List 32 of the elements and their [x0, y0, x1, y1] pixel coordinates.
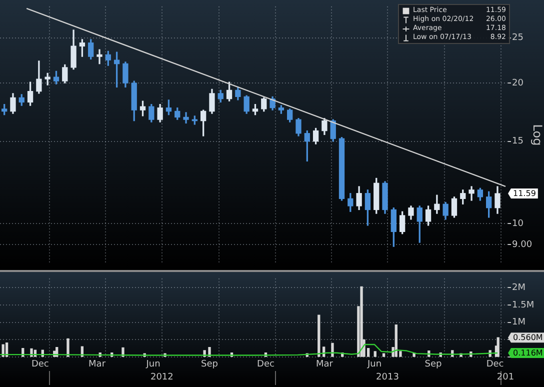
x-tick-label: Dec [486, 360, 504, 370]
x-tick-label: Sep [424, 360, 442, 370]
annotation: 0.560M [513, 333, 543, 342]
x-tick-label: Jun [145, 360, 160, 370]
y-tick-label: 1M [512, 318, 526, 328]
y-tick-label: 2M [512, 283, 526, 294]
y-tick-label: 10 [512, 218, 524, 229]
bar [122, 347, 124, 357]
bar [66, 338, 70, 357]
x2-tick-label: 2013 [376, 372, 399, 383]
bar [2, 344, 4, 357]
x-tick-label: Dec [257, 360, 274, 370]
x2-tick-label: 2012 [150, 372, 174, 383]
y-tick-label: 15 [512, 136, 524, 147]
x2-tick-label: 201 [496, 372, 514, 383]
y-tick-label: 20 [512, 78, 524, 88]
x-tick-label: Dec [31, 360, 49, 370]
y-axis-title: Log [530, 124, 544, 146]
y-tick-label: 1.5M [512, 300, 534, 310]
y-tick-label: 25 [512, 33, 524, 44]
bar [382, 353, 386, 357]
y-tick-label: 9.00 [512, 240, 532, 250]
bar [374, 351, 376, 357]
bar [318, 314, 320, 357]
x-tick-label: Mar [316, 360, 334, 370]
x-tick-label: Jun [366, 360, 382, 370]
bar [360, 286, 363, 357]
bar [496, 337, 500, 357]
x-tick-label: Sep [201, 360, 218, 370]
x-tick-label: Mar [88, 360, 106, 370]
annotation: 0.116M [513, 348, 543, 358]
annotation: 11.59 [513, 189, 536, 198]
